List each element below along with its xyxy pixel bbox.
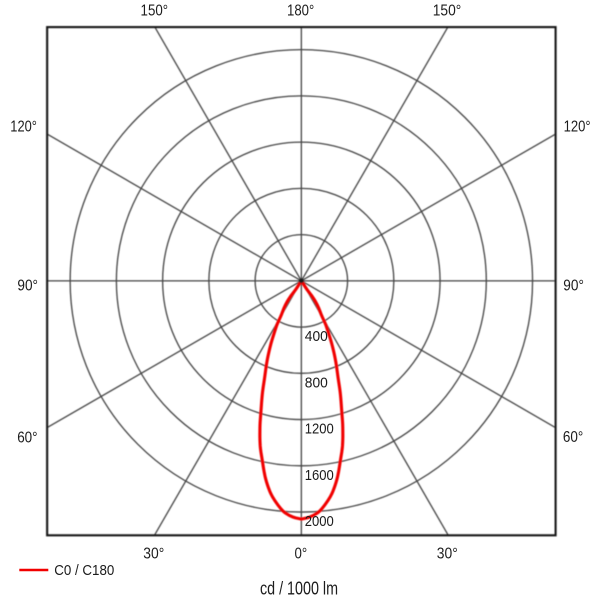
svg-text:90°: 90° [563,277,584,294]
svg-text:60°: 60° [17,429,37,446]
svg-text:cd / 1000 lm: cd / 1000 lm [260,578,338,599]
svg-text:1600: 1600 [305,468,334,484]
svg-text:2000: 2000 [305,514,334,530]
svg-text:150°: 150° [141,2,169,19]
svg-text:150°: 150° [433,2,462,19]
svg-text:180°: 180° [287,2,314,19]
svg-text:30°: 30° [143,546,164,563]
svg-text:120°: 120° [10,119,37,136]
svg-text:1200: 1200 [305,422,334,438]
svg-text:800: 800 [305,375,328,391]
svg-text:C0 / C180: C0 / C180 [54,563,114,579]
svg-text:30°: 30° [437,546,458,563]
svg-text:0°: 0° [295,546,308,563]
svg-text:90°: 90° [17,277,38,294]
svg-text:120°: 120° [564,119,591,136]
svg-text:400: 400 [305,329,328,345]
svg-text:60°: 60° [563,429,583,446]
